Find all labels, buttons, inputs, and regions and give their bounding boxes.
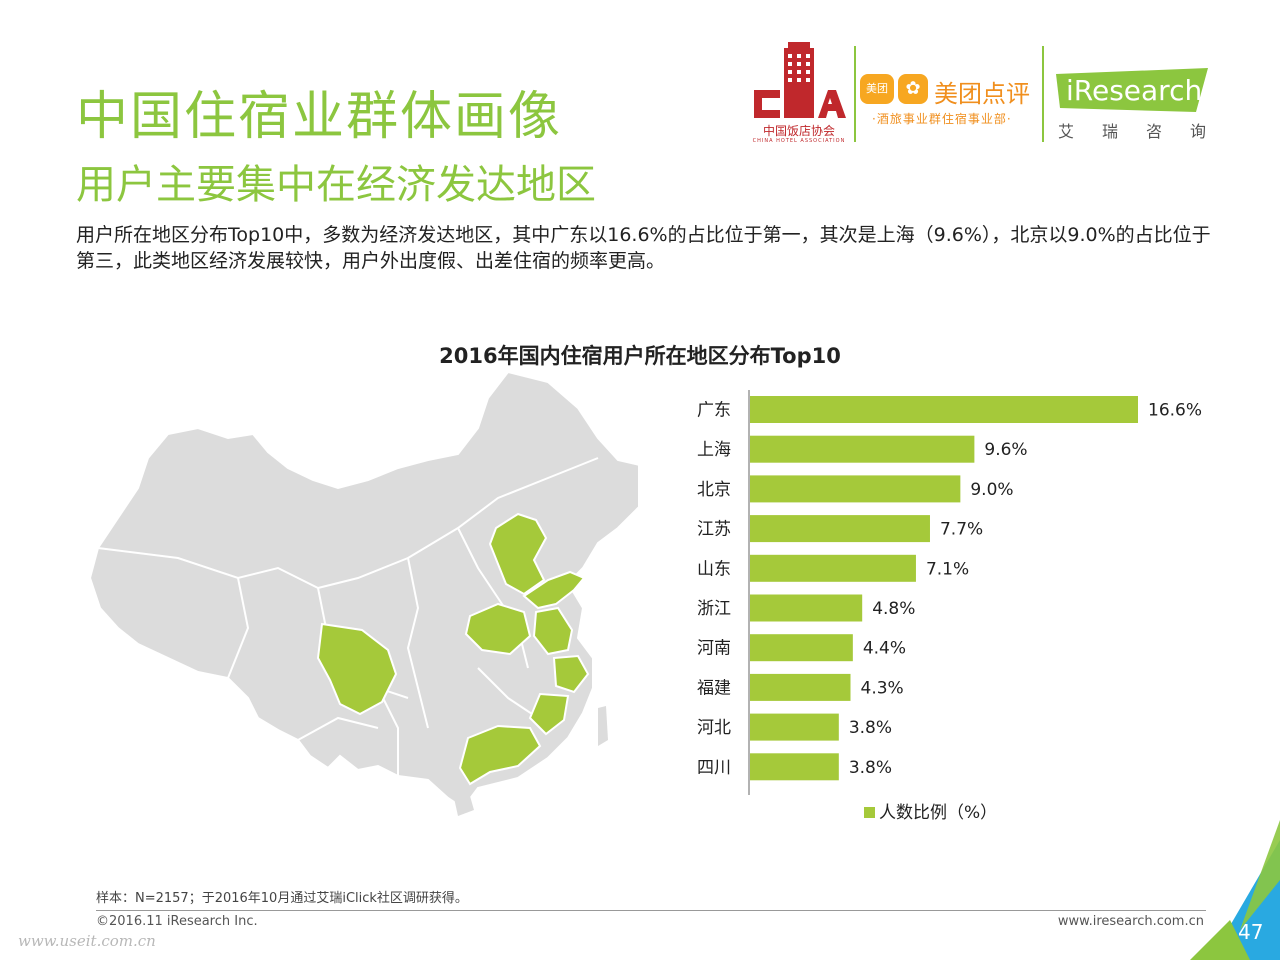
value-label: 16.6% (1148, 401, 1202, 421)
category-label: 江苏 (697, 520, 731, 540)
china-map-base (88, 370, 638, 810)
category-label: 上海 (697, 440, 731, 460)
region-sichuan (316, 622, 398, 716)
iresearch-band-icon (1056, 68, 1208, 112)
logo-separator (854, 46, 856, 142)
page-title: 中国住宿业群体画像 (76, 87, 563, 147)
region-fujian (528, 692, 570, 736)
taiwan-island (598, 706, 608, 746)
region-jiangsu (532, 606, 574, 656)
copyright: ©2016.11 iResearch Inc. (96, 914, 258, 929)
value-label: 3.8% (849, 718, 892, 738)
dianping-icon: ✿ (898, 74, 928, 104)
value-label: 7.7% (940, 520, 983, 540)
bar (750, 713, 839, 741)
bar (750, 515, 930, 543)
footer-divider (96, 910, 1206, 911)
value-label: 3.8% (849, 758, 892, 778)
region-henan (464, 602, 532, 656)
region-hebei-beijing (488, 512, 548, 596)
category-label: 河北 (697, 718, 731, 738)
china-map (88, 370, 638, 816)
iresearch-cn-name: 艾瑞咨询 (1058, 122, 1235, 141)
iresearch-logo: iResearch 艾瑞咨询 (1052, 66, 1222, 146)
region-guangdong (458, 724, 542, 786)
bar (750, 634, 853, 662)
legend-swatch (864, 807, 875, 818)
watermark: www.useit.com.cn (18, 932, 156, 950)
cha-name: 中国饭店协会 (762, 124, 835, 138)
value-label: 4.3% (861, 678, 904, 698)
hainan-island (454, 796, 474, 816)
value-label: 7.1% (926, 559, 969, 579)
category-label: 浙江 (697, 599, 731, 619)
value-label: 4.4% (863, 639, 906, 659)
page-number: 47 (1238, 920, 1264, 944)
bar (750, 673, 851, 701)
category-label: 北京 (697, 480, 731, 500)
meituan-division: ·酒旅事业群住宿事业部· (872, 112, 1012, 126)
category-label: 广东 (697, 401, 731, 421)
highlighted-provinces (316, 512, 590, 786)
footnote: 样本：N=2157；于2016年10月通过艾瑞iClick社区调研获得。 (96, 891, 468, 906)
cha-emblem-icon (754, 42, 846, 118)
category-label: 河南 (697, 639, 731, 659)
region-zhejiang (552, 654, 590, 694)
description-text: 用户所在地区分布Top10中，多数为经济发达地区，其中广东以16.6%的占比位于… (76, 224, 1211, 272)
logo-separator (1042, 46, 1044, 142)
website-link[interactable]: www.iresearch.com.cn (1057, 914, 1204, 929)
legend-label: 人数比例（%） (879, 803, 998, 823)
meituan-name: 美团点评 (934, 80, 1030, 108)
iresearch-name: iResearch (1066, 74, 1203, 107)
bar (750, 475, 961, 503)
corner-decoration (1190, 820, 1280, 960)
bar (750, 594, 863, 622)
chart-title: 2016年国内住宿用户所在地区分布Top10 (439, 344, 841, 368)
meituan-dianping-logo: 美团 ✿ 美团点评 ·酒旅事业群住宿事业部· (860, 70, 1040, 130)
value-label: 9.6% (984, 440, 1027, 460)
meituan-badge: 美团 (860, 74, 894, 104)
china-hotel-association-logo: 中国饭店协会 CHINA HOTEL ASSOCIATION (744, 40, 854, 150)
category-label: 四川 (697, 758, 731, 778)
category-label: 山东 (697, 559, 731, 579)
bar (750, 435, 975, 463)
bar (750, 753, 839, 781)
value-label: 9.0% (970, 480, 1013, 500)
value-label: 4.8% (872, 599, 915, 619)
chart-legend: 人数比例（%） (864, 798, 997, 823)
page-subtitle: 用户主要集中在经济发达地区 (76, 162, 596, 208)
bar (750, 554, 916, 582)
region-shandong (522, 570, 586, 610)
category-label: 福建 (697, 678, 731, 698)
cha-english-name: CHINA HOTEL ASSOCIATION (752, 138, 846, 144)
bar (750, 396, 1138, 423)
